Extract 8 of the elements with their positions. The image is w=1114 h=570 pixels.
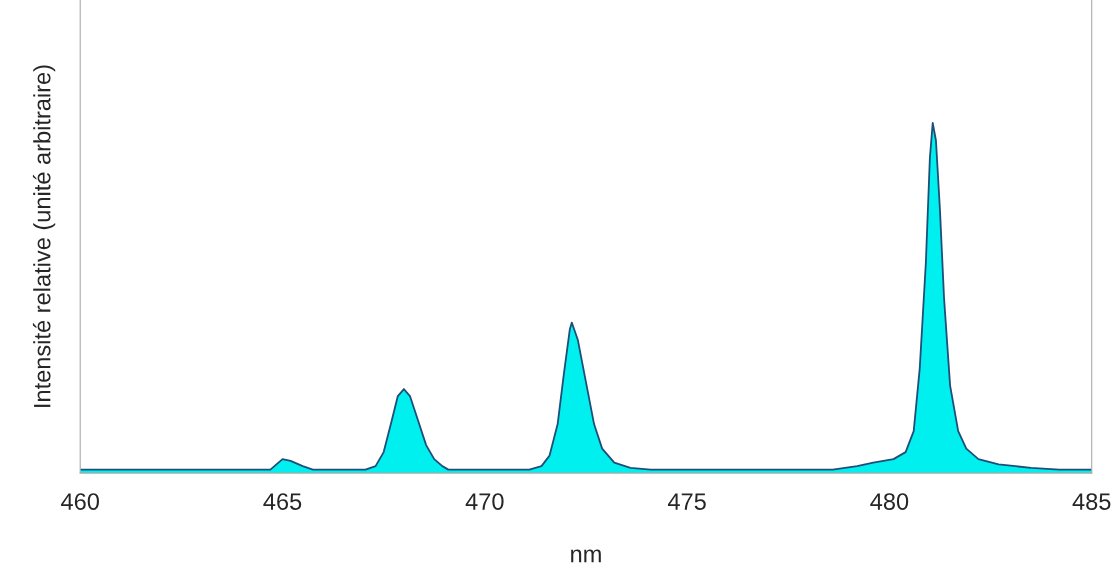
x-tick-label: 460 — [61, 493, 99, 510]
x-tick-label: 465 — [263, 493, 302, 510]
x-tick-label: 470 — [465, 493, 504, 510]
y-axis-title: Intensité relative (unité arbitraire) — [32, 65, 56, 407]
x-tick-label: 475 — [667, 493, 706, 510]
x-tick-label: 480 — [870, 493, 909, 510]
x-axis-title: nm — [571, 549, 601, 563]
x-tick-label: 485 — [1072, 493, 1111, 510]
